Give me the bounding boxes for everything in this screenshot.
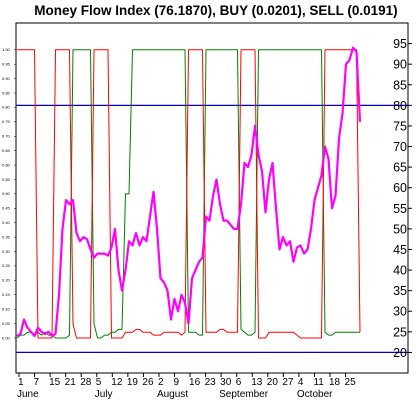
- plot-frame: [15, 22, 409, 374]
- x-axis-tick-label: 26: [142, 377, 154, 388]
- x-axis-tick-label: 20: [267, 377, 279, 388]
- left-axis-tick-label: 0.35: [2, 234, 11, 239]
- right-axis-tick-label: 55: [393, 202, 407, 216]
- left-axis-tick-label: 0.15: [2, 292, 11, 297]
- x-axis-tick-label: 13: [251, 377, 263, 388]
- x-axis-tick-label: 5: [96, 377, 102, 388]
- x-axis-tick-label: 15: [49, 377, 61, 388]
- right-axis-tick-label: 65: [393, 161, 407, 175]
- x-axis-tick-label: 2: [158, 377, 164, 388]
- left-axis-tick-label: 0.85: [2, 90, 11, 95]
- buy-series-line: [17, 49, 361, 339]
- x-axis-tick-label: 21: [65, 377, 77, 388]
- right-axis-tick-label: 95: [393, 37, 407, 51]
- left-axis-tick-label: 0.75: [2, 119, 11, 124]
- x-axis-tick-label: 16: [189, 377, 201, 388]
- right-axis-tick-label: 85: [393, 78, 407, 92]
- x-axis-tick-label: 18: [329, 377, 341, 388]
- left-axis-tick-label: 0.10: [2, 306, 11, 311]
- right-axis-tick-label: 35: [393, 284, 407, 298]
- x-axis-tick-label: 9: [174, 377, 180, 388]
- sell-series-line: [16, 49, 360, 339]
- right-axis-tick-label: 40: [393, 264, 407, 278]
- x-axis-tick-label: 11: [313, 377, 324, 388]
- x-axis-tick-label: 4: [298, 377, 304, 388]
- x-axis-tick-label: 30: [220, 377, 232, 388]
- left-axis-tick-label: 1.00: [2, 47, 11, 52]
- left-axis-tick-label: 0.30: [2, 249, 11, 254]
- x-axis-month-label: September: [219, 389, 269, 400]
- right-axis-tick-label: 60: [393, 181, 407, 195]
- right-axis-tick-label: 45: [393, 243, 407, 257]
- left-axis-tick-label: 0.00: [2, 335, 11, 340]
- right-axis-tick-label: 30: [393, 305, 407, 319]
- left-axis-tick-label: 0.90: [2, 76, 11, 81]
- x-axis-month-label: August: [157, 389, 188, 400]
- x-axis-tick-label: 19: [127, 377, 139, 388]
- right-axis-tick-label: 80: [393, 99, 407, 113]
- left-axis-tick-label: 0.05: [2, 321, 11, 326]
- x-axis-tick-label: 6: [236, 377, 242, 388]
- left-axis: 1.00 0.95 0.90 0.85 0.80 0.75 0.70 0.65 0.60 0.55…: [2, 47, 16, 340]
- right-axis-tick-label: 90: [393, 58, 407, 72]
- left-axis-tick-label: 0.45: [2, 206, 11, 211]
- left-axis-tick-label: 0.70: [2, 134, 11, 139]
- left-axis-tick-label: 0.60: [2, 162, 11, 167]
- mfi-series-line: [16, 46, 362, 337]
- right-axis-tick-label: 75: [393, 119, 407, 133]
- right-axis-tick-label: 50: [393, 222, 407, 236]
- right-axis: 20 25 30 35 40 45 50 55 60 65 70 75 80 85 90 95: [393, 37, 412, 360]
- left-axis-tick-label: 0.95: [2, 61, 11, 66]
- right-axis-tick-label: 70: [393, 140, 407, 154]
- left-axis-tick-label: 0.65: [2, 148, 11, 153]
- left-axis-tick-label: 0.25: [2, 263, 11, 268]
- left-axis-tick-label: 0.55: [2, 177, 11, 182]
- x-axis-tick-label: 27: [282, 377, 294, 388]
- x-axis-month-label: July: [95, 389, 113, 400]
- left-axis-tick-label: 0.20: [2, 278, 11, 283]
- right-axis-tick-label: 20: [393, 346, 407, 360]
- left-axis-tick-label: 0.40: [2, 220, 11, 225]
- x-axis-month-label: June: [17, 389, 39, 400]
- left-axis-tick-label: 0.80: [2, 105, 11, 110]
- x-axis: 1 7 15 21 28 5 12 19 26 2 9 16 23 30 6 13 20 27 4 11 18 25 Jun…: [17, 373, 356, 400]
- x-axis-month-label: October: [297, 389, 333, 400]
- x-axis-tick-label: 28: [80, 377, 92, 388]
- x-axis-tick-label: 25: [345, 377, 357, 388]
- x-axis-tick-label: 7: [34, 377, 40, 388]
- left-axis-tick-label: 0.50: [2, 191, 11, 196]
- x-axis-tick-label: 1: [18, 377, 24, 388]
- plot-area: [16, 46, 408, 354]
- x-axis-tick-label: 12: [111, 377, 123, 388]
- right-axis-tick-label: 25: [393, 325, 407, 339]
- chart-title: Money Flow Index (76.1870), BUY (0.0201)…: [34, 3, 397, 18]
- x-axis-tick-label: 23: [205, 377, 217, 388]
